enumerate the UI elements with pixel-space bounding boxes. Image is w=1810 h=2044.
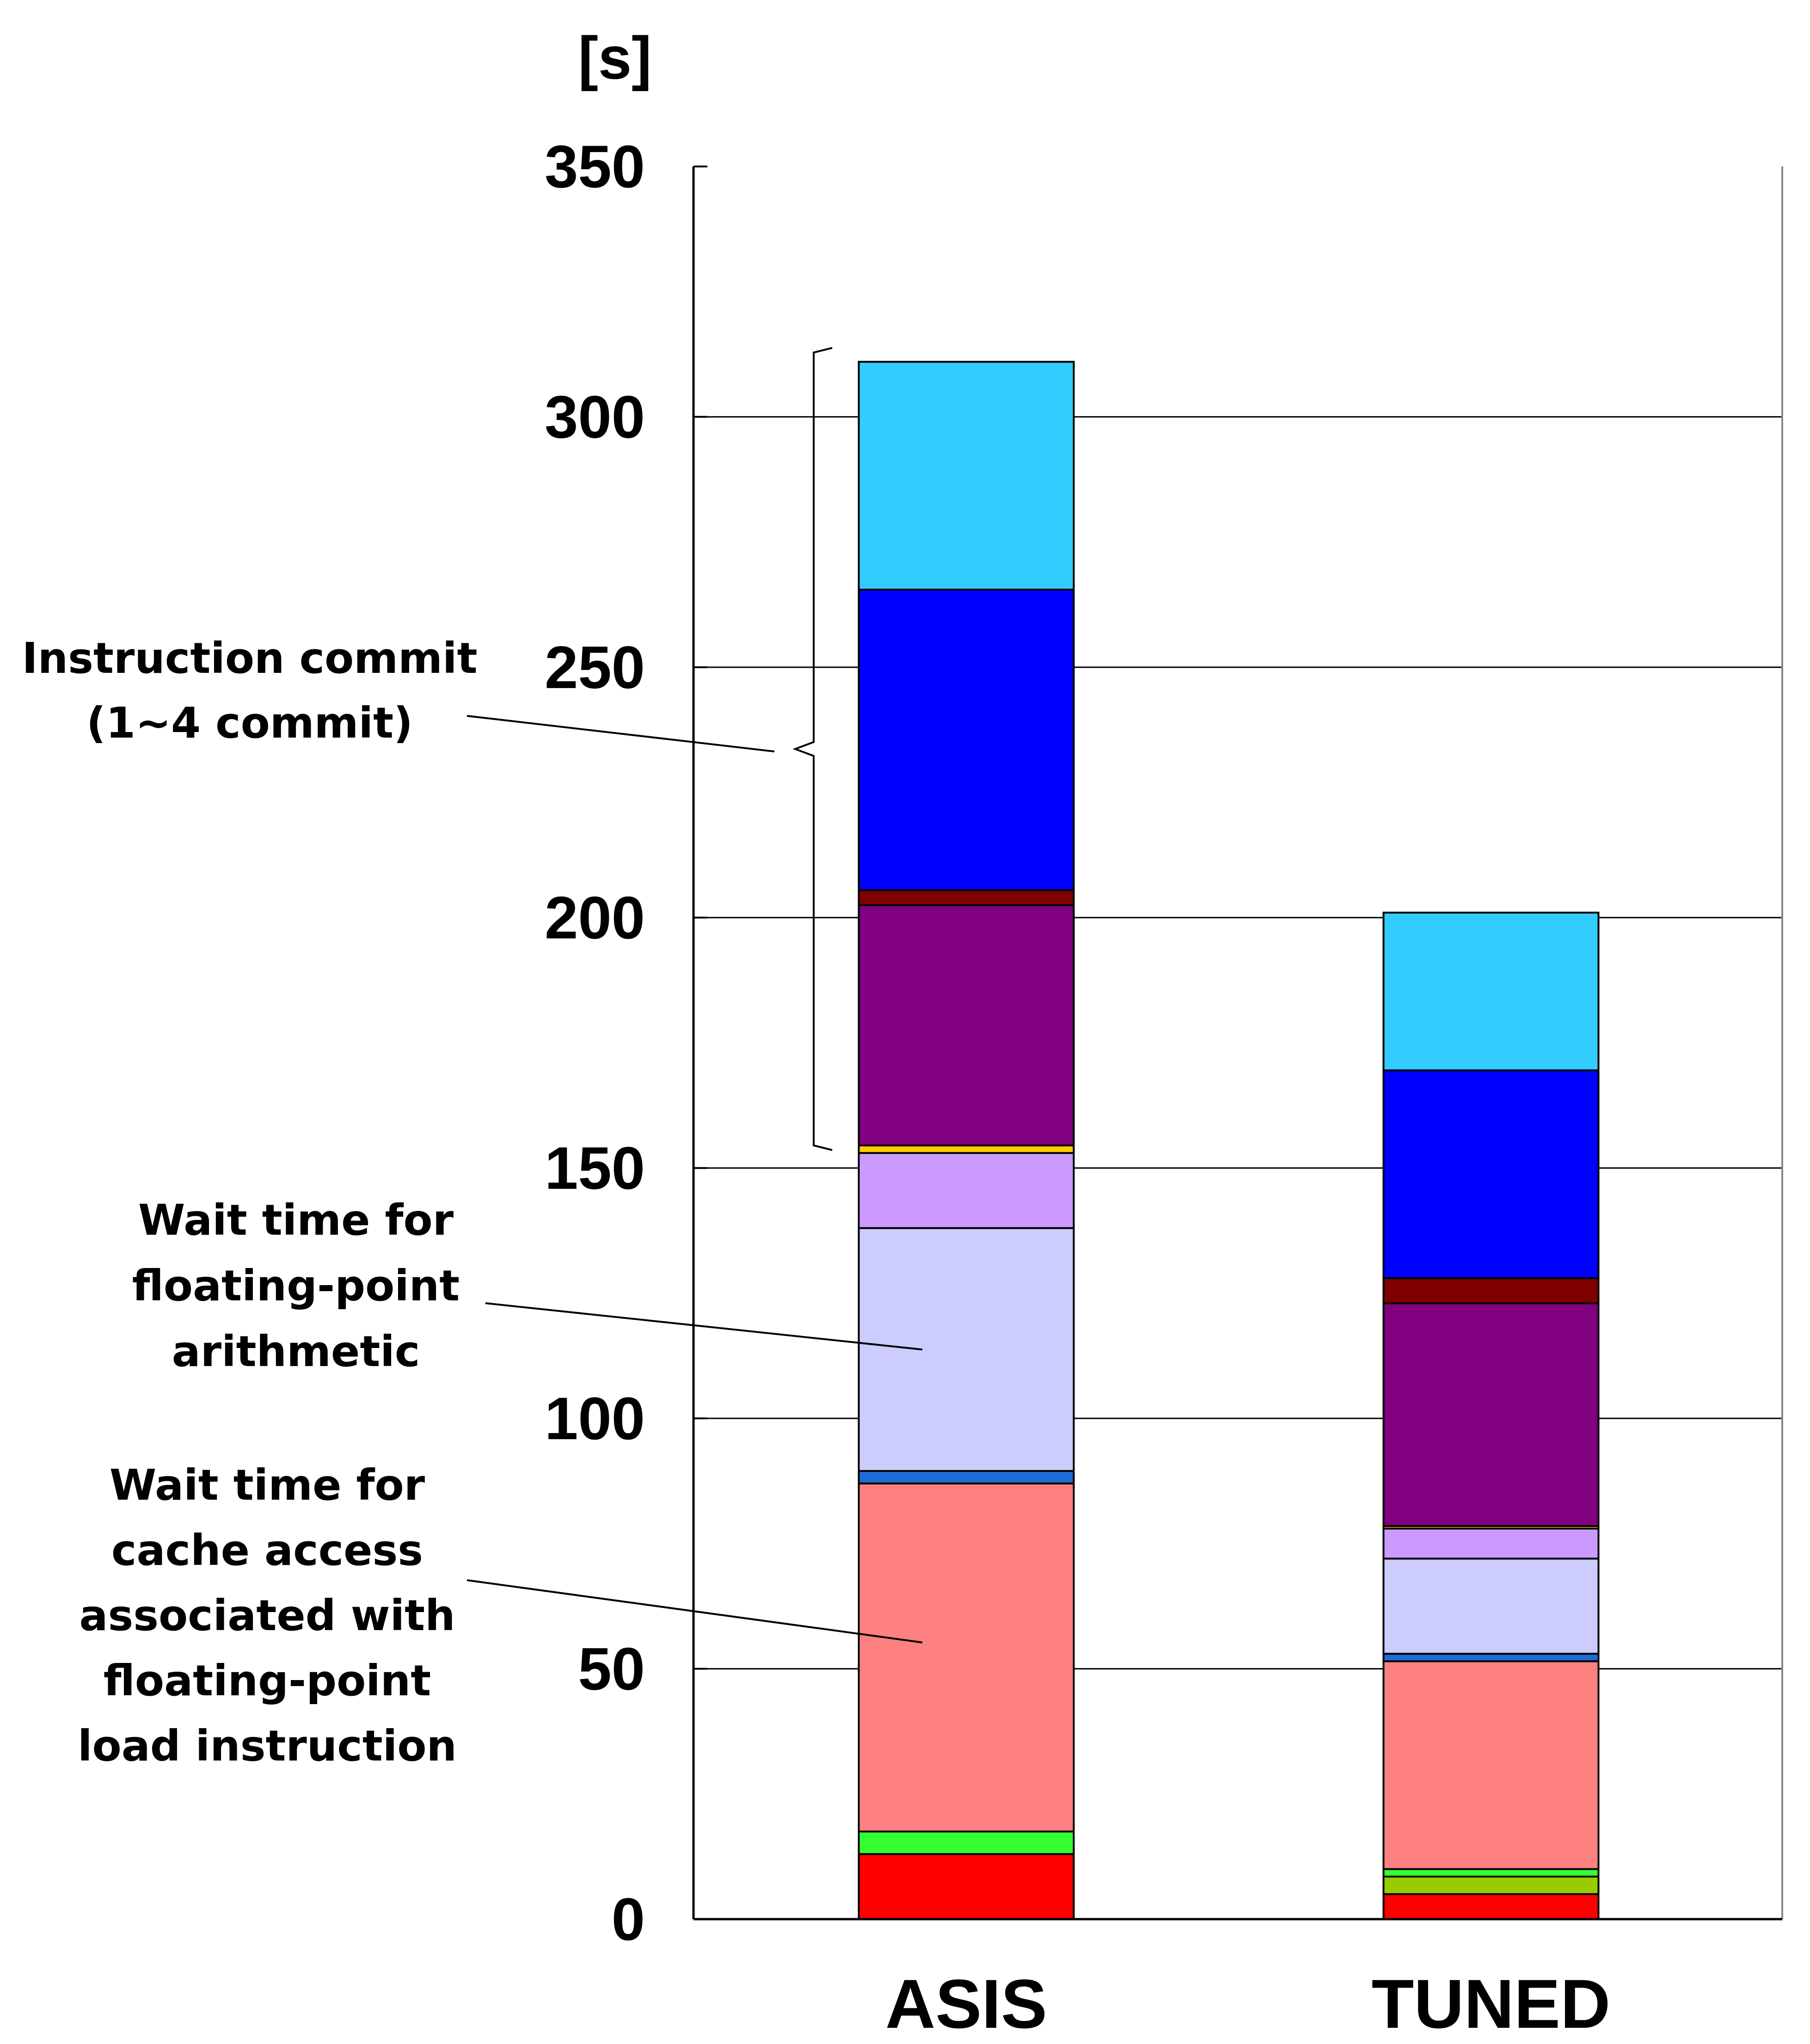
cache-annotation-line: cache access	[111, 1526, 423, 1575]
bar-segment	[858, 1144, 1075, 1154]
commit-annotation-line: Instruction commit	[22, 634, 477, 683]
commit-annotation: Instruction commit (1~4 commit)	[22, 634, 477, 748]
commit-bracket	[792, 347, 833, 1151]
cache-annotation-line: associated with	[79, 1591, 455, 1640]
commit-annotation-line: (1~4 commit)	[86, 698, 413, 748]
bar-segment	[1382, 1660, 1600, 1870]
fp-arith-leader-line	[485, 1302, 923, 1351]
y-tick-label: 300	[545, 383, 645, 450]
cache-annotation-line: Wait time for	[110, 1460, 425, 1510]
x-category-label: TUNED	[1372, 1965, 1611, 2042]
y-tick-label: 200	[545, 884, 645, 951]
commit-leader-line	[466, 715, 775, 752]
y-tick-label: 250	[545, 634, 645, 701]
bar-segment	[858, 1482, 1075, 1833]
bar-segment	[858, 904, 1075, 1146]
bar-segment	[858, 889, 1075, 906]
axis-layer	[692, 166, 1783, 1921]
bars-layer	[858, 361, 1600, 1921]
annotation-layer: Instruction commit (1~4 commit) Wait time …	[22, 347, 923, 1771]
cache-annotation: Wait time for cache access associated with…	[78, 1460, 457, 1771]
y-tick-label: 350	[545, 133, 645, 200]
bar-segment	[1382, 1868, 1600, 1878]
bar-segment	[1382, 1069, 1600, 1279]
fp-arith-annotation-line: floating-point	[132, 1261, 460, 1311]
fp-arith-annotation-line: arithmetic	[172, 1327, 420, 1376]
bar-segment	[1382, 1527, 1600, 1560]
fp-arith-annotation: Wait time for floating-point arithmetic	[132, 1195, 460, 1376]
fp-arith-annotation-line: Wait time for	[138, 1195, 454, 1245]
cache-annotation-line: floating-point	[104, 1656, 431, 1705]
cache-annotation-line: load instruction	[78, 1721, 457, 1771]
bar-segment	[1382, 1302, 1600, 1527]
y-tick-label: 100	[545, 1385, 645, 1452]
bar-segment	[858, 589, 1075, 891]
x-category-label: ASIS	[885, 1965, 1047, 2042]
y-tick-label: 50	[578, 1635, 645, 1703]
bar-segment	[1382, 911, 1600, 1071]
bar-segment	[1382, 1277, 1600, 1305]
bar-segment	[858, 1227, 1075, 1472]
bar-segment	[1382, 1875, 1600, 1895]
bar-segment	[1382, 1893, 1600, 1921]
bar-segment	[1382, 1653, 1600, 1662]
y-tick-label: 0	[612, 1885, 645, 1953]
bar-segment	[858, 1470, 1075, 1484]
bar-segment	[1382, 1558, 1600, 1655]
label-layer: 0 50 100 150 200 250 300 350 [s] ASIS TUNED	[545, 24, 1611, 2043]
bar-segment	[858, 361, 1075, 591]
grid-layer	[693, 416, 1782, 1670]
bar-segment	[858, 1830, 1075, 1855]
y-tick-label: 150	[545, 1134, 645, 1202]
cache-leader-line	[466, 1579, 923, 1644]
y-unit-label: [s]	[578, 24, 652, 92]
bar-segment	[858, 1853, 1075, 1920]
bar-segment	[858, 1152, 1075, 1229]
